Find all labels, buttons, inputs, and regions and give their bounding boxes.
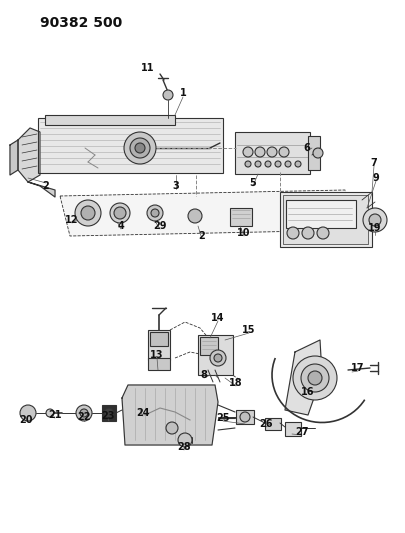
Text: 29: 29 (153, 221, 166, 231)
Text: 16: 16 (301, 387, 314, 397)
Text: 22: 22 (77, 412, 91, 422)
Circle shape (46, 409, 54, 417)
Polygon shape (18, 128, 40, 182)
Text: 90382 500: 90382 500 (40, 16, 122, 30)
Circle shape (301, 227, 313, 239)
Circle shape (81, 206, 95, 220)
Text: 15: 15 (242, 325, 255, 335)
Text: 23: 23 (101, 411, 115, 421)
Text: 25: 25 (216, 413, 229, 423)
Circle shape (368, 214, 380, 226)
Circle shape (151, 209, 159, 217)
Bar (45, 115, 175, 125)
Circle shape (286, 227, 298, 239)
Circle shape (147, 205, 162, 221)
Text: 27: 27 (294, 427, 308, 437)
Bar (264, 418, 280, 430)
Circle shape (300, 364, 328, 392)
Circle shape (20, 405, 36, 421)
Text: 20: 20 (19, 415, 33, 425)
Circle shape (162, 90, 173, 100)
Bar (190, 212, 198, 220)
Circle shape (239, 412, 249, 422)
Circle shape (266, 147, 276, 157)
Circle shape (104, 408, 114, 418)
Bar (198, 335, 232, 375)
Text: 17: 17 (350, 363, 364, 373)
Circle shape (362, 208, 386, 232)
Bar (230, 208, 252, 226)
Circle shape (284, 161, 290, 167)
Circle shape (166, 422, 177, 434)
Circle shape (274, 161, 280, 167)
Text: 19: 19 (367, 223, 381, 233)
Bar (148, 358, 170, 370)
Text: 14: 14 (211, 313, 224, 323)
Text: 21: 21 (48, 410, 62, 420)
Circle shape (307, 371, 321, 385)
Text: 6: 6 (303, 143, 309, 153)
Circle shape (316, 227, 328, 239)
Circle shape (177, 433, 192, 447)
Circle shape (135, 143, 145, 153)
Polygon shape (28, 182, 55, 197)
Text: 3: 3 (172, 181, 179, 191)
Circle shape (75, 200, 101, 226)
Circle shape (254, 161, 260, 167)
Bar (235, 410, 254, 424)
Bar (279, 192, 371, 247)
Text: 11: 11 (141, 63, 154, 73)
Text: 28: 28 (177, 442, 190, 452)
Circle shape (188, 209, 202, 223)
Text: 1: 1 (179, 88, 186, 98)
Text: 8: 8 (200, 370, 207, 380)
Bar (102, 405, 116, 421)
Bar (181, 437, 188, 443)
Circle shape (278, 147, 288, 157)
Text: 7: 7 (370, 158, 376, 168)
Circle shape (124, 132, 156, 164)
Circle shape (254, 147, 264, 157)
Text: 2: 2 (198, 231, 205, 241)
Text: 12: 12 (65, 215, 79, 225)
Text: 10: 10 (237, 228, 250, 238)
Bar (282, 195, 367, 244)
Text: 9: 9 (372, 173, 378, 183)
Bar (284, 422, 300, 436)
Circle shape (264, 161, 270, 167)
Circle shape (244, 161, 250, 167)
Bar (38, 118, 222, 173)
Text: 5: 5 (249, 178, 256, 188)
Bar (149, 332, 168, 346)
Circle shape (110, 203, 130, 223)
Polygon shape (284, 340, 321, 415)
Bar (285, 200, 355, 228)
Bar (307, 136, 319, 170)
Circle shape (114, 207, 126, 219)
Text: 13: 13 (150, 350, 163, 360)
Bar (234, 132, 309, 174)
Polygon shape (10, 140, 18, 175)
Circle shape (292, 356, 336, 400)
Circle shape (213, 354, 222, 362)
Circle shape (209, 350, 226, 366)
Bar (200, 337, 217, 355)
Circle shape (243, 147, 252, 157)
Polygon shape (60, 190, 354, 236)
Bar (148, 330, 170, 360)
Text: 2: 2 (43, 181, 49, 191)
Circle shape (80, 409, 88, 417)
Circle shape (294, 161, 300, 167)
Text: 26: 26 (259, 419, 272, 429)
Text: 24: 24 (136, 408, 149, 418)
Circle shape (130, 138, 149, 158)
Text: 4: 4 (117, 221, 124, 231)
Circle shape (76, 405, 92, 421)
Text: 18: 18 (229, 378, 242, 388)
Polygon shape (122, 385, 217, 445)
Circle shape (312, 148, 322, 158)
